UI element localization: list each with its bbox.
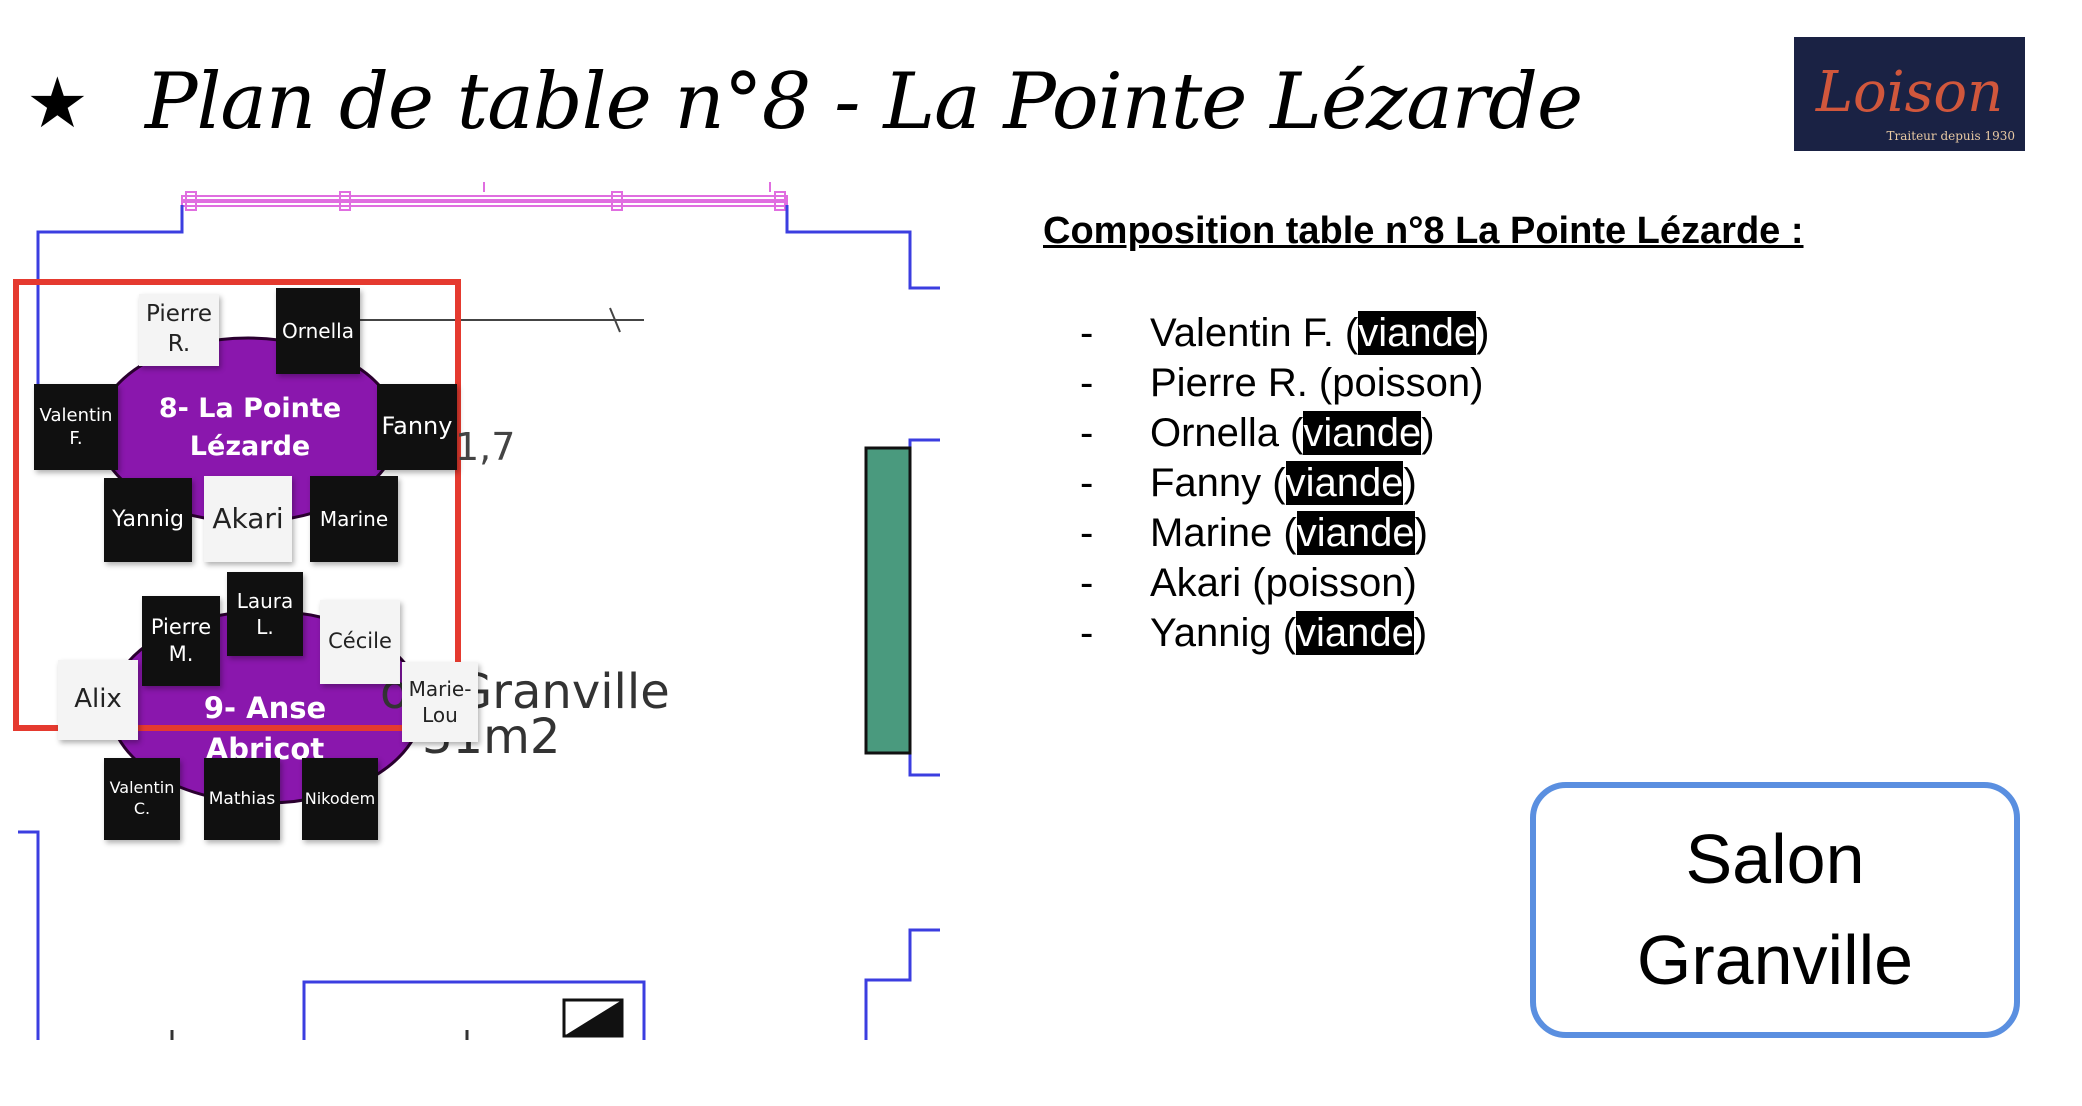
salon-line1: Salon bbox=[1685, 819, 1865, 898]
window-railing bbox=[181, 182, 788, 211]
composition-item: - Ornella (viande) bbox=[1080, 408, 1489, 458]
logo: Loison Traiteur depuis 1930 bbox=[1794, 37, 2025, 151]
logo-word: Loison bbox=[1815, 60, 2004, 125]
guest-alix: Alix bbox=[58, 660, 138, 740]
guest-name: Fanny ( bbox=[1150, 461, 1286, 505]
composition-item: - Akari (poisson) bbox=[1080, 558, 1489, 608]
list-dash: - bbox=[1080, 411, 1094, 455]
composition-item: - Yannig (viande) bbox=[1080, 608, 1489, 658]
meal-choice: viande bbox=[1285, 461, 1404, 505]
composition-item: - Fanny (viande) bbox=[1080, 458, 1489, 508]
meal-choice: poisson bbox=[1332, 361, 1471, 405]
list-dash: - bbox=[1080, 311, 1094, 355]
closing-paren: ) bbox=[1421, 411, 1435, 455]
guest-fanny: Fanny bbox=[377, 384, 457, 470]
tick-marks bbox=[170, 1030, 469, 1040]
guest-yannig: Yannig bbox=[104, 478, 192, 562]
dimension-line bbox=[360, 307, 644, 333]
meal-choice: viande bbox=[1296, 611, 1414, 655]
guest-akari: Akari bbox=[204, 476, 292, 562]
closing-paren: ) bbox=[1413, 611, 1428, 655]
logo-tagline: Traiteur depuis 1930 bbox=[1886, 129, 2015, 143]
guest-nikodem: Nikodem bbox=[302, 758, 378, 840]
closing-paren: ) bbox=[1476, 311, 1490, 355]
guest-name: Ornella ( bbox=[1150, 411, 1304, 455]
closing-paren: ) bbox=[1403, 561, 1417, 605]
guest-name: Akari ( bbox=[1150, 561, 1266, 605]
table-9-label: 9- Anse Abricot bbox=[203, 691, 327, 766]
guest-marine: Marine bbox=[310, 476, 398, 562]
table-8-label-line2: Lézarde bbox=[189, 430, 311, 462]
meal-choice: viande bbox=[1303, 411, 1422, 455]
guest-name: Marine ( bbox=[1150, 511, 1297, 555]
list-dash: - bbox=[1080, 511, 1094, 555]
meal-choice: poisson bbox=[1265, 561, 1404, 605]
salon-box: Salon Granville bbox=[1530, 782, 2020, 1038]
list-dash: - bbox=[1080, 361, 1094, 405]
closing-paren: ) bbox=[1414, 511, 1428, 555]
guest-name: Valentin F. ( bbox=[1150, 311, 1359, 355]
guest-pierre-r: Pierre R. bbox=[139, 294, 219, 366]
corner-sign bbox=[562, 998, 624, 1038]
list-dash: - bbox=[1080, 611, 1094, 655]
guest-cecile: Cécile bbox=[320, 600, 400, 684]
table-8-label: 8- La Pointe Lézarde bbox=[140, 390, 360, 466]
star-icon: ★ bbox=[26, 62, 89, 144]
guest-pierre-m: Pierre M. bbox=[142, 596, 220, 686]
table-8-label-line1: 8- La Pointe bbox=[158, 393, 342, 424]
composition-item: - Marine (viande) bbox=[1080, 508, 1489, 558]
guest-ornella: Ornella bbox=[276, 288, 360, 374]
composition-item: - Pierre R. (poisson) bbox=[1080, 358, 1489, 408]
page-title: Plan de table n°8 - La Pointe Lézarde bbox=[145, 57, 1583, 147]
green-cabinet bbox=[864, 446, 912, 755]
list-dash: - bbox=[1080, 461, 1094, 505]
table-8-highlight bbox=[13, 279, 461, 731]
dimension-label: 1,7 bbox=[455, 425, 516, 469]
composition-item: - Valentin F. (viande) bbox=[1080, 308, 1489, 358]
guest-valentin-f: Valentin F. bbox=[34, 384, 118, 470]
guest-valentin-c: Valentin C. bbox=[104, 758, 180, 840]
meal-choice: viande bbox=[1358, 311, 1477, 355]
composition-list: - Valentin F. (viande) - Pierre R. (poisson… bbox=[1080, 308, 1489, 658]
composition-title: Composition table n°8 La Pointe Lézarde … bbox=[1043, 210, 1804, 252]
guest-name: Yannig ( bbox=[1150, 611, 1297, 655]
salon-line2: Granville bbox=[1636, 921, 1914, 999]
guest-marie-lou: Marie-Lou bbox=[402, 662, 478, 742]
meal-choice: viande bbox=[1296, 511, 1415, 555]
closing-paren: ) bbox=[1470, 361, 1484, 405]
guest-laura-l: Laura L. bbox=[227, 572, 303, 656]
floor-plan: 1,7 on Granville 31m2 8- La Pointe Lézar… bbox=[0, 160, 960, 1040]
closing-paren: ) bbox=[1403, 461, 1417, 505]
list-dash: - bbox=[1080, 561, 1094, 605]
guest-mathias: Mathias bbox=[204, 758, 280, 840]
guest-name: Pierre R. ( bbox=[1150, 361, 1333, 405]
